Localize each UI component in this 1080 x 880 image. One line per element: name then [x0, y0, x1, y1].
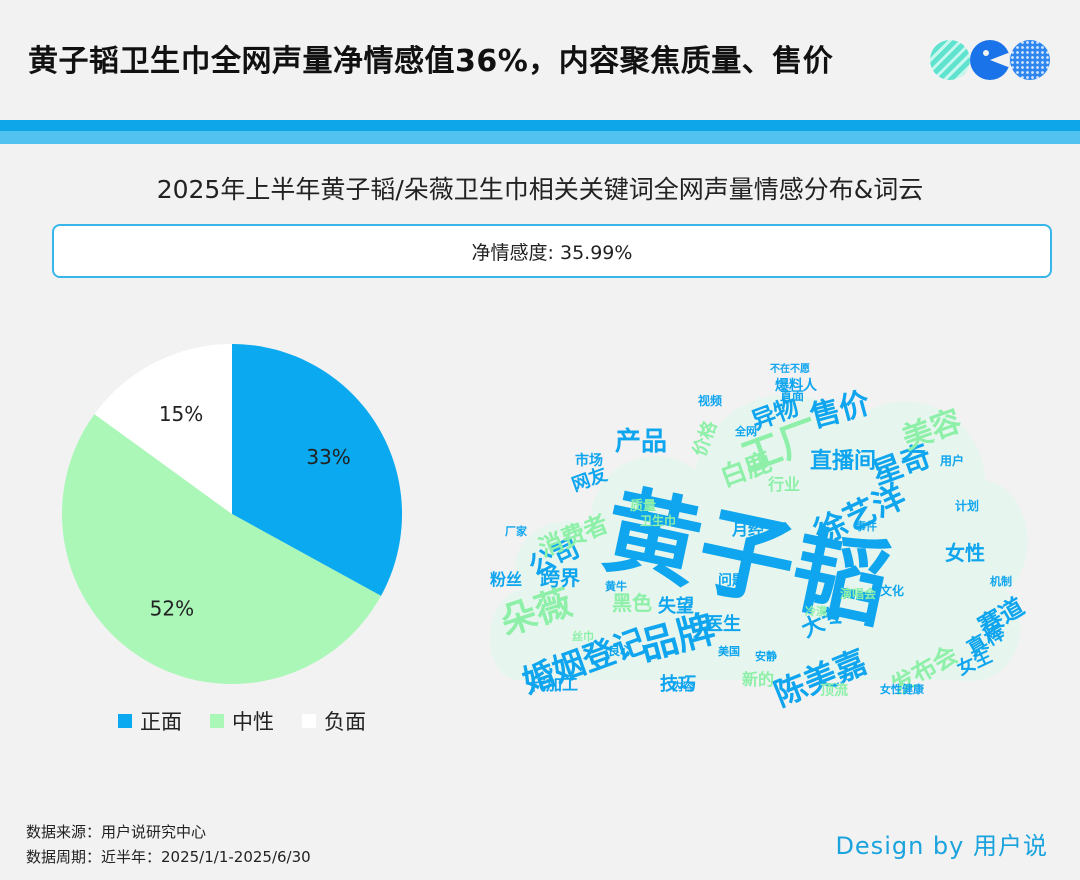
sentiment-pie-chart: 33% 52% 15%	[62, 344, 402, 684]
cloud-word: 机制	[990, 574, 1012, 588]
cloud-word: 月经	[731, 520, 764, 539]
cloud-word: 女性	[945, 541, 985, 565]
cloud-word: 计划	[955, 498, 979, 513]
cloud-word: 丝巾	[572, 629, 594, 643]
keyword-word-cloud: 黄子韬 婚姻登记 品牌 朵薇 陈美嘉 工厂 售价 异物 徐艺洋 星奇 直播间 产…	[490, 362, 1029, 710]
cloud-word: 直面	[780, 388, 804, 403]
pie-label-neutral: 52%	[150, 597, 194, 621]
legend-label-negative: 负面	[324, 710, 366, 734]
legend-swatch-neutral	[210, 714, 224, 728]
pie-slice-neutral	[62, 414, 381, 684]
cloud-word: 跨界	[540, 566, 580, 590]
data-source-note: 数据来源：用户说研究中心	[26, 823, 207, 841]
cloud-word: 文化	[880, 583, 904, 598]
cloud-word: 用户	[939, 453, 964, 468]
cloud-word: 安静	[755, 649, 777, 663]
header-divider-band	[0, 120, 1080, 144]
cloud-word: 行业	[767, 475, 800, 494]
net-sentiment-box: 净情感度: 35.99%	[52, 224, 1052, 278]
cloud-word: 卫生巾	[640, 513, 676, 528]
header: 黄子韬卫生巾全网声量净情感值36%，内容聚焦质量、售价	[0, 0, 1080, 120]
cloud-word: 失望	[658, 595, 694, 617]
cloud-word: 新的	[742, 670, 774, 689]
cloud-word: 视频	[698, 393, 722, 408]
pie-legend: 正面 中性 负面	[118, 706, 366, 736]
cloud-word: 事件	[855, 519, 877, 533]
cloud-word: 内容	[672, 679, 694, 693]
pacman-icon	[970, 40, 1010, 80]
data-period-note: 数据周期：近半年：2025/1/1-2025/6/30	[26, 848, 311, 866]
page-title: 黄子韬卫生巾全网声量净情感值36%，内容聚焦质量、售价	[28, 44, 834, 79]
dotted-circle-icon	[1010, 40, 1050, 80]
cloud-word: 直播间	[810, 448, 876, 474]
cloud-word: 女性健康	[880, 682, 925, 696]
legend-item-negative: 负面	[302, 706, 366, 736]
cloud-word: 问题	[718, 572, 747, 589]
striped-circle-icon	[930, 40, 970, 80]
cloud-word: 全网	[734, 424, 757, 438]
pie-slice-positive	[232, 344, 402, 596]
cloud-word: 医生	[705, 613, 741, 635]
pie-label-positive: 33%	[306, 445, 350, 469]
cloud-word: 冷漠	[805, 604, 828, 618]
cloud-word: 良心	[608, 643, 632, 658]
legend-label-positive: 正面	[140, 710, 182, 734]
cloud-word: 市场	[575, 452, 603, 469]
cloud-shape	[490, 393, 1028, 682]
legend-swatch-positive	[118, 714, 132, 728]
chart-title: 2025年上半年黄子韬/朵薇卫生巾相关关键词全网声量情感分布&词云	[156, 175, 924, 204]
pie-slice-negative	[94, 344, 233, 514]
legend-swatch-negative	[302, 714, 316, 728]
cloud-word: 顶流	[820, 682, 848, 699]
net-sentiment-label: 净情感度: 35.99%	[471, 241, 633, 264]
design-credit: Design by 用户说	[835, 832, 1048, 860]
cloud-word: 产品	[615, 427, 667, 457]
pie-label-negative: 15%	[159, 402, 203, 426]
cloud-word: 黑色	[612, 591, 652, 615]
cloud-word: 演唱会	[840, 586, 877, 601]
cloud-word: 不在不愿	[770, 362, 810, 375]
cloud-word: 爆料人	[775, 377, 818, 394]
cloud-word: 粉丝	[490, 570, 522, 589]
cloud-word: 黄牛	[605, 579, 627, 593]
legend-label-neutral: 中性	[232, 710, 274, 734]
legend-item-positive: 正面	[118, 706, 182, 736]
cloud-word: 技巧	[660, 673, 696, 695]
footer-notes: 数据来源：用户说研究中心 数据周期：近半年：2025/1/1-2025/6/30	[26, 820, 311, 870]
cloud-word: 美国	[718, 644, 740, 658]
legend-item-neutral: 中性	[210, 706, 274, 736]
cloud-word: 代加工	[529, 675, 578, 694]
cloud-word: 厂家	[505, 524, 528, 538]
cloud-word: 质量	[630, 498, 656, 514]
